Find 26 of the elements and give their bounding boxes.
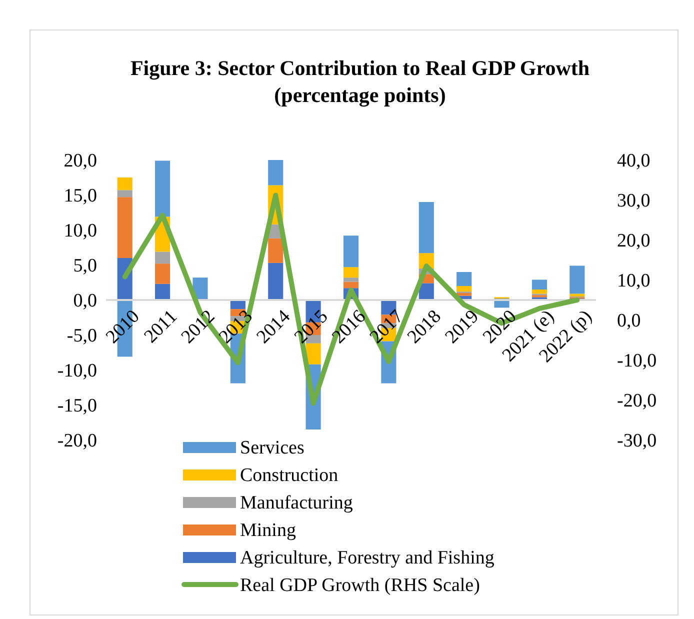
y2-tick-label: 10,0 (617, 270, 650, 292)
y-tick-label: 20,0 (64, 150, 97, 172)
y-tick-label: -5,0 (66, 326, 97, 347)
y-tick-label: -15,0 (57, 396, 97, 417)
legend-label: Services (240, 438, 304, 459)
y-tick-label: -10,0 (57, 360, 97, 382)
y-tick-label: -20,0 (57, 430, 97, 452)
y-tick-label: 15,0 (64, 186, 97, 207)
legend-label: Construction (240, 465, 339, 486)
y2-tick-label: -30,0 (617, 430, 657, 452)
y2-tick-label: 0,0 (617, 310, 641, 332)
y-tick-label: 5,0 (73, 256, 97, 277)
legend-label: Agriculture, Forestry and Fishing (240, 548, 495, 569)
legend-label: Real GDP Growth (RHS Scale) (240, 575, 480, 596)
legend-label: Mining (240, 520, 296, 542)
y-tick-label: 10,0 (64, 220, 97, 242)
y-tick-label: 0,0 (73, 290, 97, 312)
y2-tick-label: -10,0 (617, 350, 657, 372)
chart-title: Figure 3: Sector Contribution to Real GDP Growth (130, 56, 590, 80)
legend-label: Manufacturing (240, 492, 354, 514)
chart-subtitle: (percentage points) (274, 83, 446, 107)
y2-tick-label: -20,0 (617, 390, 657, 412)
y2-tick-label: 30,0 (617, 190, 650, 212)
y2-tick-label: 20,0 (617, 230, 650, 252)
y2-tick-label: 40,0 (617, 150, 650, 172)
x-tick-label: 2011 (140, 306, 182, 348)
